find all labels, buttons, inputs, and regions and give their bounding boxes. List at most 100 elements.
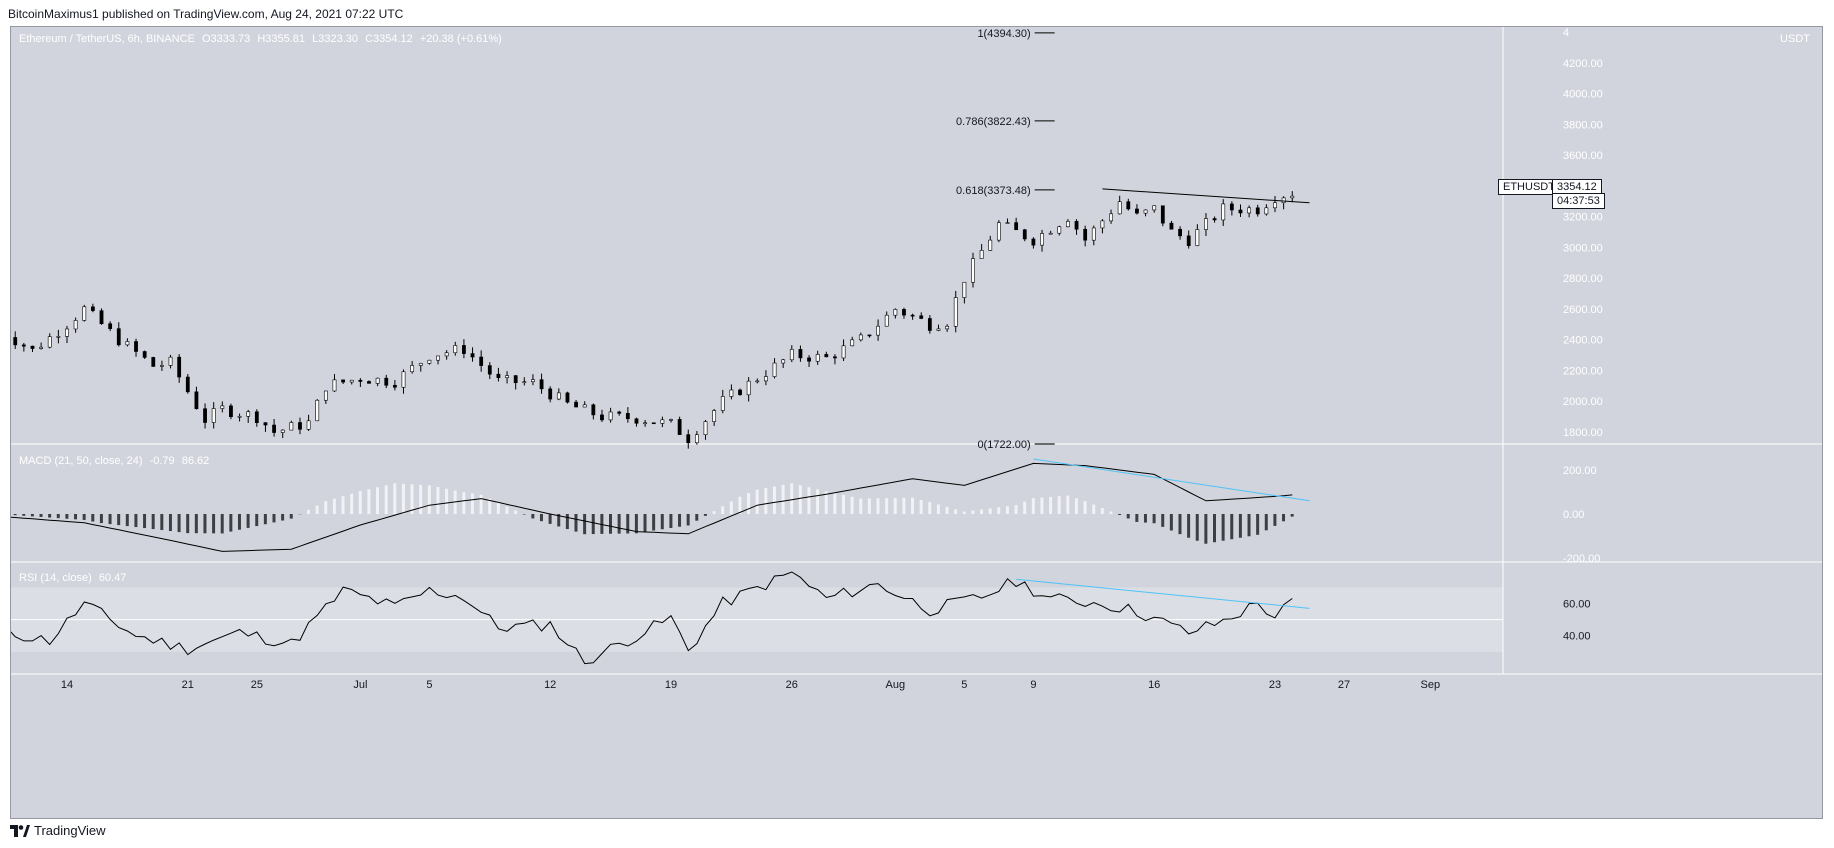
candle-down (1083, 228, 1088, 241)
candle-down (634, 418, 639, 424)
macd-histogram-bar (583, 514, 587, 535)
candle-up (712, 410, 717, 422)
high-value: 3355.81 (265, 33, 306, 45)
candle-down (677, 419, 682, 435)
candle-down (1238, 209, 1243, 214)
candle-down (513, 375, 518, 384)
macd-histogram-bar (833, 493, 837, 514)
macd-histogram-bar (315, 505, 319, 514)
macd-histogram-bar (186, 514, 190, 534)
x-tick-label: 5 (961, 679, 967, 691)
candle-up (436, 355, 440, 361)
candle-up (1040, 233, 1044, 246)
open-label: O (201, 33, 211, 45)
candle-down (254, 411, 259, 423)
fib-level-label: 0(1722.00) (977, 439, 1030, 451)
price-tick-label: 4200.00 (1563, 58, 1603, 70)
price-tick-label: 2400.00 (1563, 335, 1603, 347)
macd-histogram-bar (867, 498, 871, 514)
macd-histogram-bar (609, 514, 612, 534)
fib-level-label: 0.786(3822.43) (956, 116, 1031, 128)
chart-frame[interactable]: 1800.00 2000.00 2200.00 2400.00 2600.00 2800.… (10, 26, 1823, 819)
x-tick-label: 19 (665, 679, 677, 691)
candle-up (660, 419, 665, 424)
macd-histogram-bar (436, 487, 440, 514)
rsi-title: RSI (14, close) (19, 572, 92, 584)
price-tick-label: 4000.00 (1563, 89, 1603, 101)
macd-histogram-bar (65, 514, 69, 519)
candle-up (962, 281, 967, 298)
macd-histogram-bar (548, 514, 552, 524)
macd-histogram-bar (307, 509, 310, 514)
macd-histogram-bar (695, 514, 699, 521)
price-tick-label: 3000.00 (1563, 242, 1603, 254)
macd-histogram-bar (462, 492, 466, 514)
candle-up (375, 377, 380, 384)
candle-down (367, 381, 371, 384)
candle-down (1031, 238, 1036, 246)
macd-histogram-bar (117, 514, 121, 526)
candle-down (686, 434, 691, 444)
candle-down (574, 401, 578, 408)
candle-up (996, 222, 1001, 241)
macd-histogram-bar (168, 514, 172, 532)
candle-down (1014, 222, 1019, 231)
macd-histogram-bar (1169, 514, 1173, 531)
macd-histogram-bar (591, 514, 595, 535)
macd-histogram-bar (876, 498, 880, 514)
candle-up (237, 415, 242, 418)
chart-canvas[interactable]: 1800.00 2000.00 2200.00 2400.00 2600.00 2800.… (11, 27, 1823, 819)
macd-histogram-bar (1143, 514, 1147, 523)
candle-up (453, 345, 458, 354)
macd-histogram-bar (350, 493, 354, 514)
candle-down (1186, 235, 1191, 246)
price-tick-label: 2200.00 (1563, 365, 1603, 377)
candle-down (384, 377, 389, 386)
macd-histogram-bar (729, 501, 733, 514)
macd-histogram-bar (384, 485, 388, 514)
candle-down (833, 356, 837, 359)
macd-histogram-bar (971, 510, 975, 514)
tradingview-logo-icon (10, 824, 30, 837)
rsi-tick-label: 40.00 (1563, 631, 1591, 643)
candle-down (229, 405, 233, 418)
candle-down (358, 379, 363, 382)
x-tick-label: Sep (1421, 679, 1441, 691)
macd-value-1: -0.79 (149, 455, 175, 467)
macd-histogram-bar (470, 493, 474, 514)
macd-histogram-bar (678, 514, 682, 527)
macd-tick-label: 0.00 (1563, 509, 1584, 521)
macd-histogram-bar (772, 486, 776, 514)
macd-histogram-bar (341, 496, 345, 514)
macd-histogram-bar (997, 507, 1001, 514)
candle-up (323, 390, 328, 401)
candle-up (608, 411, 613, 421)
rsi-divergence-line (1016, 578, 1310, 609)
candle-up (280, 429, 285, 433)
candle-down (496, 373, 501, 378)
candle-up (168, 356, 173, 366)
macd-histogram-bar (479, 494, 483, 514)
candle-down (1022, 229, 1027, 240)
macd-histogram-bar (1221, 514, 1225, 541)
footer: TradingView (10, 823, 106, 838)
candle-down (1255, 207, 1260, 215)
candle-down (30, 345, 35, 349)
macd-histogram-bar (410, 484, 414, 514)
rsi-value: 60.47 (98, 572, 127, 584)
candle-up (729, 389, 734, 397)
candle-up (1221, 203, 1226, 221)
candle-down (116, 328, 121, 346)
macd-divergence-line (1033, 458, 1310, 502)
candle-down (13, 337, 18, 346)
candle-up (47, 336, 52, 348)
candle-down (1229, 203, 1234, 211)
candle-up (522, 381, 527, 384)
candle-down (1212, 218, 1217, 221)
macd-tick-label: -200.00 (1563, 553, 1600, 565)
macd-histogram-bar (988, 508, 992, 514)
macd-histogram-bar (1187, 514, 1191, 538)
macd-histogram-bar (1290, 514, 1294, 517)
candle-down (203, 408, 207, 423)
open-value: 3333.73 (210, 33, 251, 45)
